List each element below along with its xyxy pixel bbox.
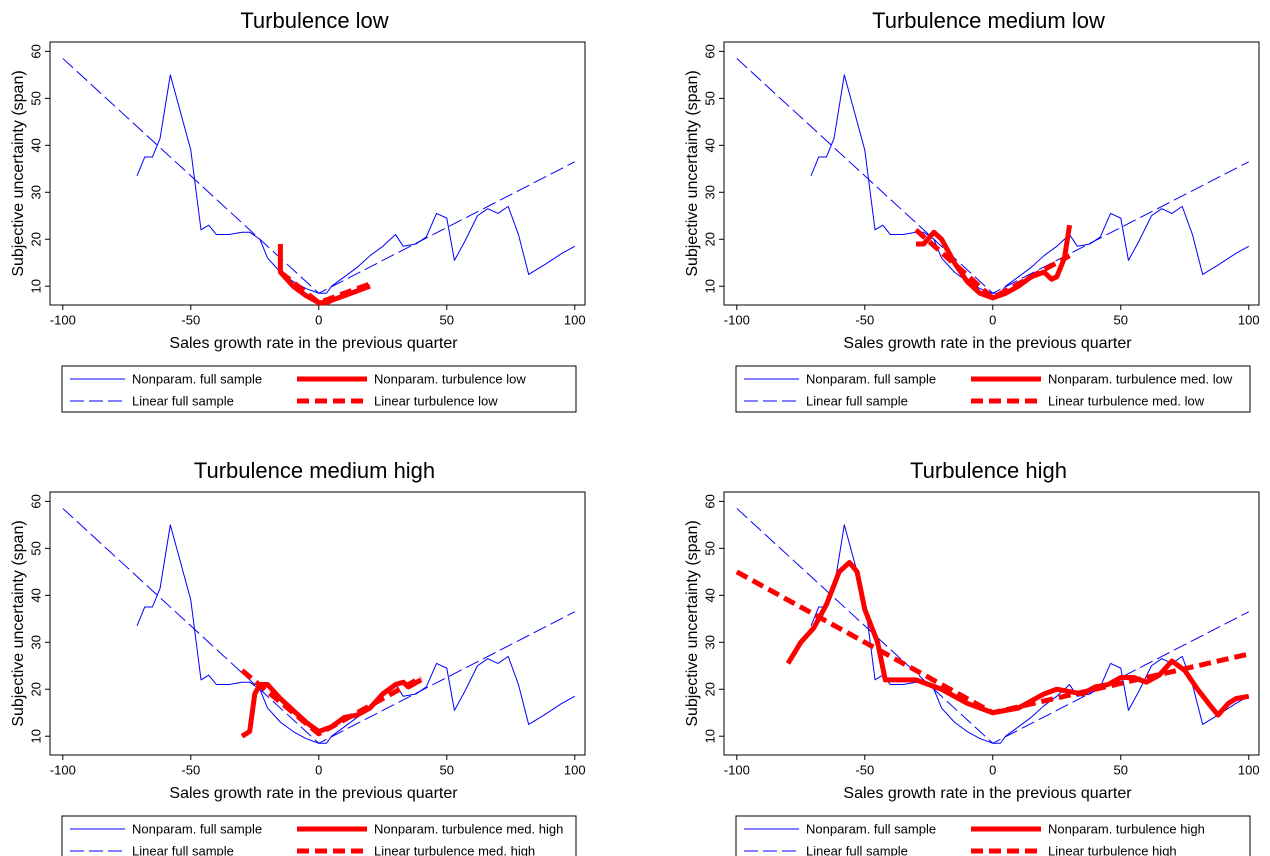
series-line — [915, 224, 1073, 301]
chart-title: Turbulence high — [910, 458, 1067, 483]
legend-label: Linear turbulence low — [374, 393, 498, 408]
x-tick-label: 0 — [989, 762, 996, 777]
legend-label: Linear turbulence med. low — [1048, 393, 1205, 408]
legend-label: Nonparam. turbulence med. low — [1048, 371, 1233, 386]
legend: Nonparam. full sample Linear full sample N… — [61, 815, 577, 856]
y-tick-label: 50 — [28, 91, 43, 105]
x-axis-label: Sales growth rate in the previous quarte… — [169, 785, 458, 802]
legend-label: Nonparam. full sample — [806, 821, 936, 836]
chart-panel: Turbulence medium high -100 -50 0 50 100 10 20 3… — [10, 458, 586, 856]
chart-title: Turbulence medium low — [872, 8, 1105, 33]
legend: Nonparam. full sample Linear full sample N… — [735, 365, 1251, 413]
series-line — [736, 58, 1249, 294]
x-tick-label: 0 — [315, 312, 322, 327]
legend-label: Linear full sample — [806, 843, 908, 856]
x-tick-label: -100 — [724, 762, 750, 777]
series-line — [136, 74, 576, 294]
y-tick-label: 40 — [28, 138, 43, 152]
x-tick-label: -50 — [855, 762, 874, 777]
legend-label: Nonparam. full sample — [806, 371, 936, 386]
series-line — [735, 569, 1250, 716]
x-tick-label: 100 — [1238, 312, 1260, 327]
series-line — [62, 508, 575, 744]
x-tick-label: -50 — [855, 312, 874, 327]
y-tick-label: 30 — [702, 635, 717, 649]
x-tick-label: -100 — [50, 762, 76, 777]
legend-label: Nonparam. turbulence low — [374, 371, 526, 386]
y-tick-label: 60 — [702, 494, 717, 508]
y-tick-label: 50 — [702, 91, 717, 105]
y-tick-label: 60 — [28, 44, 43, 58]
x-axis-label: Sales growth rate in the previous quarte… — [843, 785, 1132, 802]
legend-label: Nonparam. full sample — [132, 371, 262, 386]
x-tick-label: 100 — [1238, 762, 1260, 777]
x-tick-label: 100 — [564, 762, 586, 777]
x-tick-label: 0 — [989, 312, 996, 327]
x-tick-label: 50 — [440, 762, 454, 777]
y-tick-label: 20 — [28, 682, 43, 696]
legend-label: Nonparam. turbulence med. high — [374, 821, 563, 836]
x-tick-label: -50 — [181, 312, 200, 327]
x-tick-label: 50 — [1114, 312, 1128, 327]
plot-frame — [49, 41, 586, 306]
series-line — [240, 668, 423, 737]
legend-box — [61, 365, 577, 413]
x-tick-label: -50 — [181, 762, 200, 777]
chart-panel: Turbulence medium low -100 -50 0 50 100 10 20 30… — [684, 8, 1260, 413]
plot-frame — [723, 41, 1260, 306]
legend-label: Nonparam. full sample — [132, 821, 262, 836]
series-line — [785, 559, 1250, 718]
y-tick-label: 30 — [28, 635, 43, 649]
legend-label: Linear turbulence med. high — [374, 843, 535, 856]
y-tick-label: 50 — [702, 541, 717, 555]
y-tick-label: 50 — [28, 541, 43, 555]
legend-label: Linear full sample — [132, 393, 234, 408]
y-tick-label: 20 — [28, 232, 43, 246]
legend-label: Nonparam. turbulence high — [1048, 821, 1205, 836]
y-tick-label: 20 — [702, 232, 717, 246]
plot-frame — [49, 491, 586, 756]
y-tick-label: 40 — [702, 588, 717, 602]
chart-panel: Turbulence high -100 -50 0 50 100 10 20 30 40 50 60… — [684, 458, 1260, 856]
y-tick-label: 20 — [702, 682, 717, 696]
series-line — [62, 58, 575, 294]
legend-label: Linear full sample — [806, 393, 908, 408]
series-line — [277, 243, 371, 306]
x-axis-label: Sales growth rate in the previous quarte… — [169, 335, 458, 352]
plot-frame — [723, 491, 1260, 756]
series-line — [136, 524, 576, 744]
legend-label: Linear turbulence high — [1048, 843, 1177, 856]
y-tick-label: 10 — [28, 729, 43, 743]
x-tick-label: -100 — [50, 312, 76, 327]
y-tick-label: 10 — [28, 279, 43, 293]
y-tick-label: 10 — [702, 279, 717, 293]
y-tick-label: 30 — [28, 185, 43, 199]
series-line — [736, 508, 1249, 744]
y-tick-label: 40 — [28, 588, 43, 602]
y-axis-label: Subjective uncertainty (span) — [10, 520, 27, 726]
legend-box — [735, 365, 1251, 413]
x-tick-label: -100 — [724, 312, 750, 327]
y-tick-label: 40 — [702, 138, 717, 152]
x-axis-label: Sales growth rate in the previous quarte… — [843, 335, 1132, 352]
x-tick-label: 50 — [1114, 762, 1128, 777]
y-tick-label: 60 — [702, 44, 717, 58]
chart-title: Turbulence medium high — [194, 458, 435, 483]
series-line — [810, 74, 1250, 294]
y-axis-label: Subjective uncertainty (span) — [10, 70, 27, 276]
y-axis-label: Subjective uncertainty (span) — [684, 70, 701, 276]
legend-label: Linear full sample — [132, 843, 234, 856]
legend: Nonparam. full sample Linear full sample N… — [735, 815, 1251, 856]
chart-panel: Turbulence low-100 -50 0 50 100102030405060S… — [10, 8, 586, 413]
y-tick-label: 30 — [702, 185, 717, 199]
y-tick-label: 10 — [702, 729, 717, 743]
legend: Nonparam. full sample Linear full sample N… — [61, 365, 577, 413]
chart-title: Turbulence low — [240, 8, 388, 33]
y-axis-label: Subjective uncertainty (span) — [684, 520, 701, 726]
x-tick-label: 100 — [564, 312, 586, 327]
y-tick-label: 60 — [28, 494, 43, 508]
x-tick-label: 50 — [440, 312, 454, 327]
x-tick-label: 0 — [315, 762, 322, 777]
